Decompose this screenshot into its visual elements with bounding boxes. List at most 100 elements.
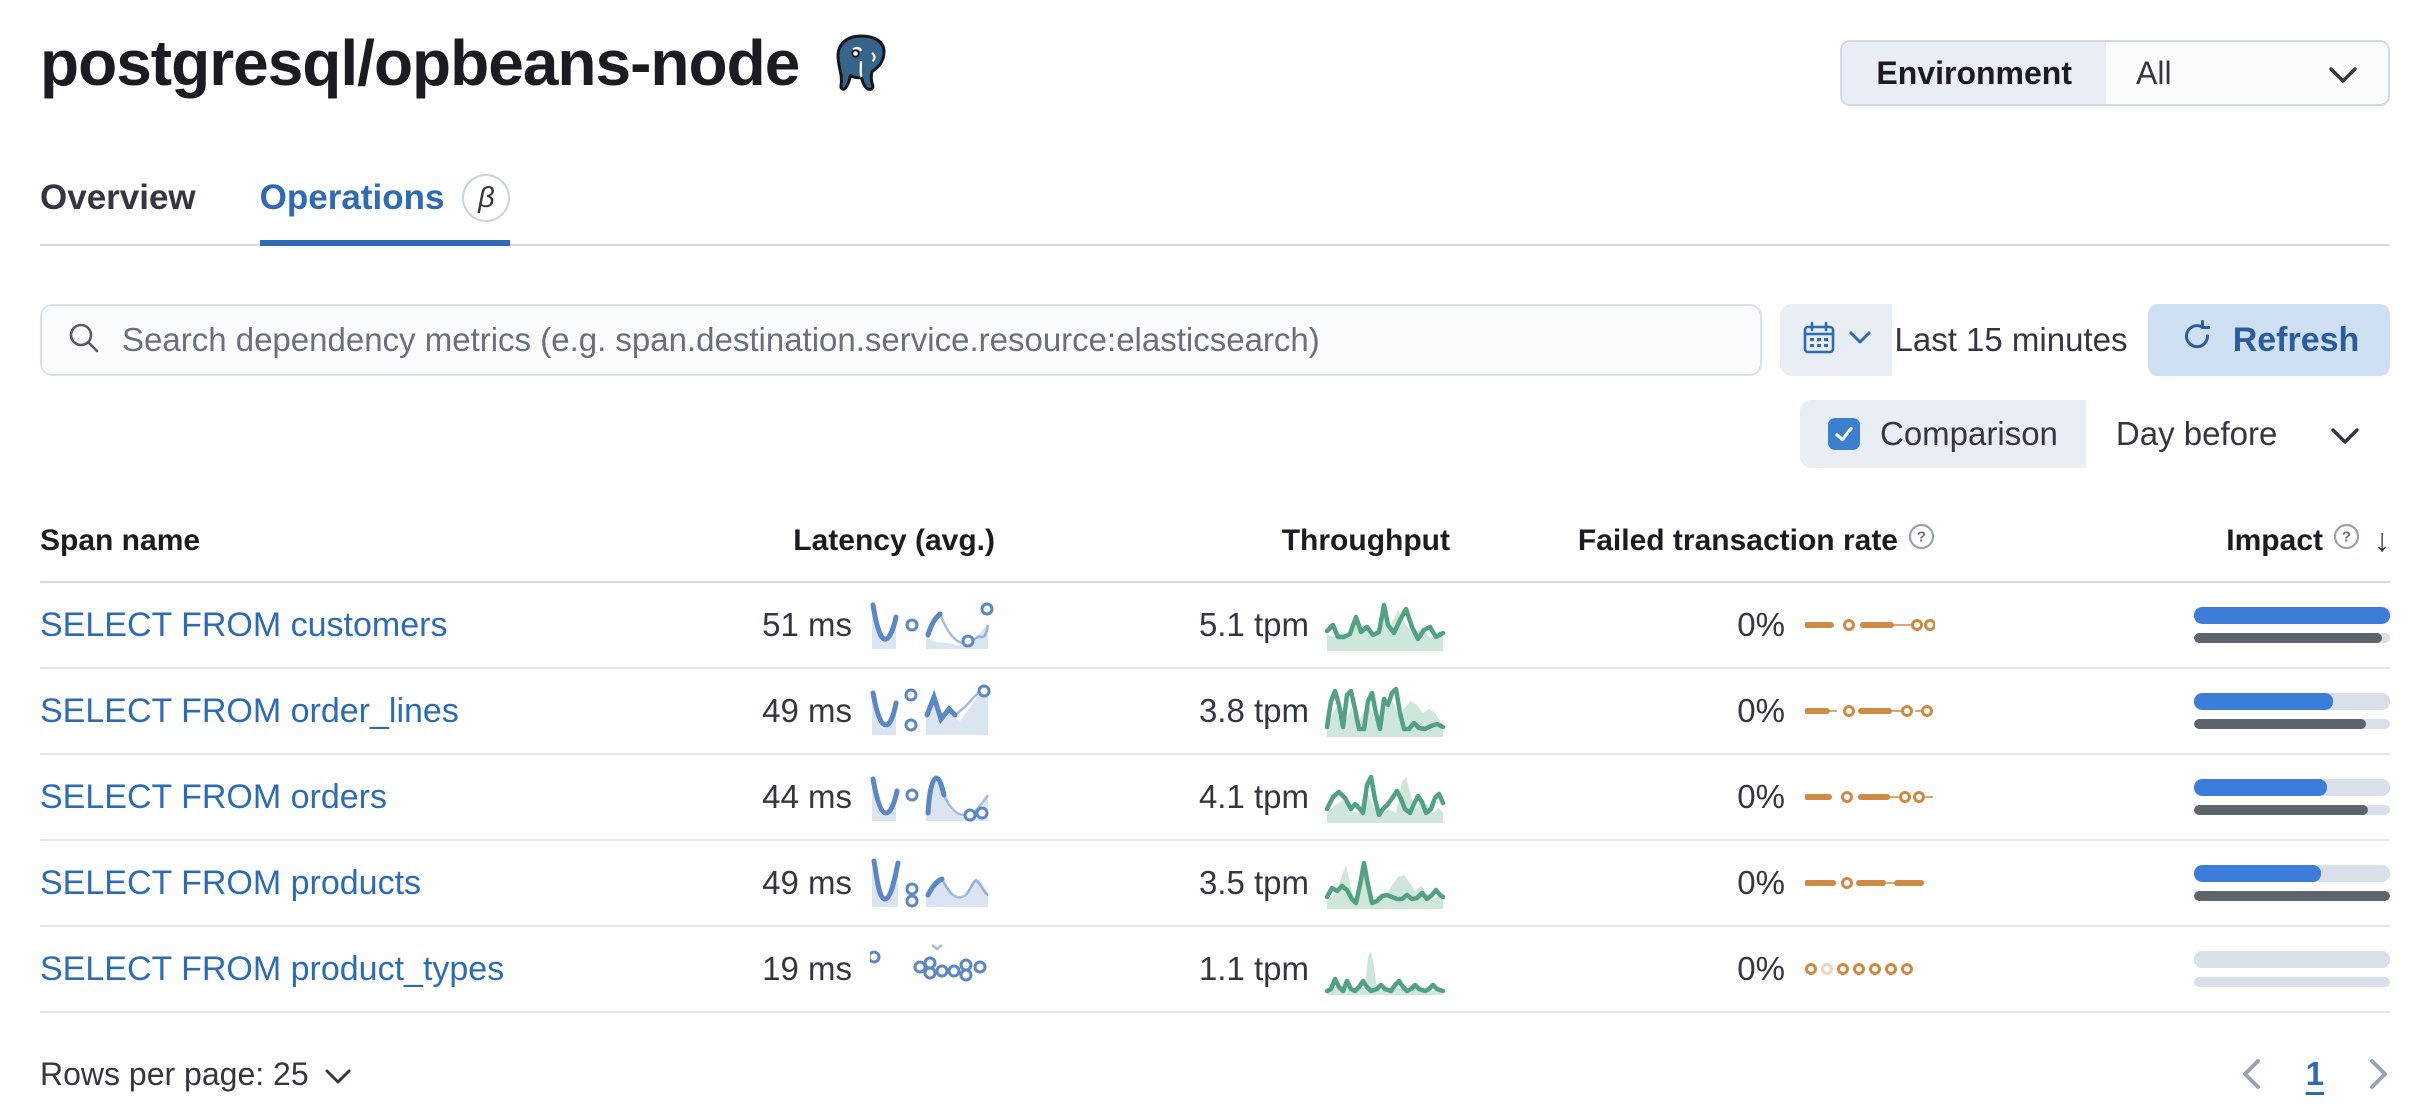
postgresql-icon — [829, 31, 893, 95]
tab-operations-label: Operations — [259, 178, 445, 217]
rows-per-page-button[interactable]: Rows per page: 25 — [40, 1056, 351, 1093]
throughput-value: 3.5 tpm — [1198, 864, 1309, 901]
tab-operations[interactable]: Operations β — [259, 174, 511, 246]
sort-desc-icon: ↓ — [2374, 522, 2390, 558]
latency-value: 49 ms — [762, 692, 852, 729]
chevron-down-icon — [325, 1056, 351, 1093]
latency-sparkline — [871, 858, 989, 908]
failed-rate-sparkline — [1805, 963, 1913, 975]
chevron-down-icon — [2330, 415, 2360, 453]
svg-text:?: ? — [1917, 529, 1926, 546]
failed-rate-sparkline — [1805, 791, 1933, 803]
failed-rate-sparkline — [1805, 877, 1924, 889]
failed-rate-value: 0% — [1737, 606, 1785, 643]
time-picker-calendar-button[interactable] — [1780, 304, 1892, 376]
calendar-icon — [1801, 320, 1837, 361]
environment-select[interactable]: Environment All — [1840, 40, 2390, 106]
svg-text:?: ? — [2342, 529, 2351, 546]
refresh-label: Refresh — [2232, 320, 2360, 359]
environment-value: All — [2136, 54, 2172, 91]
column-header-impact[interactable]: Impact ? ↓ — [2226, 522, 2390, 558]
impact-bar-current — [2194, 779, 2328, 796]
time-picker[interactable]: Last 15 minutes — [1780, 304, 2130, 376]
comparison-label: Comparison — [1880, 415, 2058, 452]
throughput-sparkline — [1325, 951, 1446, 995]
comparison-toggle[interactable]: Comparison — [1800, 400, 2086, 468]
span-name-link[interactable]: SELECT FROM customers — [40, 605, 448, 644]
column-header-failed-rate[interactable]: Failed transaction rate ? — [1450, 523, 1935, 558]
impact-bar-current — [2194, 865, 2322, 882]
environment-label: Environment — [1842, 42, 2106, 104]
failed-rate-sparkline — [1805, 619, 1935, 631]
table-row: SELECT FROM order_lines 49 ms 3.8 tpm 0% — [40, 669, 2390, 755]
page-title: postgresql/opbeans-node — [40, 27, 800, 99]
latency-value: 51 ms — [762, 606, 852, 643]
chevron-right-icon[interactable] — [2368, 1058, 2390, 1090]
chevron-down-icon — [2328, 55, 2358, 92]
table-body: SELECT FROM customers 51 ms 5.1 tpm 0% SELEC… — [40, 583, 2390, 1013]
throughput-value: 5.1 tpm — [1198, 606, 1309, 643]
failed-rate-value: 0% — [1737, 950, 1785, 987]
throughput-value: 1.1 tpm — [1198, 950, 1309, 987]
tab-bar: Overview Operations β — [40, 174, 2390, 246]
column-header-throughput[interactable]: Throughput — [1281, 523, 1450, 557]
search-icon — [66, 320, 102, 361]
latency-value: 44 ms — [762, 778, 852, 815]
refresh-icon — [2179, 318, 2215, 363]
rows-per-page-label: Rows per page: 25 — [40, 1055, 309, 1092]
operations-table: Span name Latency (avg.) Throughput Fail… — [40, 522, 2390, 1013]
span-name-link[interactable]: SELECT FROM orders — [40, 777, 388, 816]
impact-bar-previous — [2194, 891, 2390, 901]
search-input[interactable] — [122, 321, 1736, 359]
column-header-latency[interactable]: Latency (avg.) — [793, 523, 995, 557]
failed-rate-sparkline — [1805, 705, 1933, 717]
tab-overview-label: Overview — [40, 178, 196, 217]
refresh-button[interactable]: Refresh — [2148, 304, 2390, 376]
latency-value: 19 ms — [762, 950, 852, 987]
latency-value: 49 ms — [762, 864, 852, 901]
comparison-control: Comparison Day before — [1800, 400, 2390, 468]
latency-sparkline — [870, 602, 994, 649]
table-row: SELECT FROM product_types 19 ms 1.1 tpm 0% — [40, 927, 2390, 1013]
impact-bars — [2194, 693, 2390, 729]
table-footer: Rows per page: 25 1 — [40, 1055, 2390, 1093]
search-box — [40, 304, 1762, 376]
comparison-select[interactable]: Day before — [2085, 400, 2390, 468]
chevron-left-icon[interactable] — [2240, 1058, 2262, 1090]
impact-bar-previous — [2194, 805, 2369, 815]
latency-sparkline — [870, 684, 991, 735]
span-name-link[interactable]: SELECT FROM order_lines — [40, 691, 459, 730]
impact-bar-current — [2194, 693, 2334, 710]
tab-overview[interactable]: Overview — [40, 174, 196, 244]
time-range-value[interactable]: Last 15 minutes — [1892, 304, 2130, 376]
throughput-sparkline — [1325, 686, 1446, 737]
page-number[interactable]: 1 — [2305, 1055, 2324, 1092]
failed-rate-value: 0% — [1737, 778, 1785, 815]
throughput-value: 4.1 tpm — [1198, 778, 1309, 815]
impact-bars — [2194, 607, 2390, 643]
beta-badge: β — [462, 174, 511, 222]
table-row: SELECT FROM customers 51 ms 5.1 tpm 0% — [40, 583, 2390, 669]
span-name-link[interactable]: SELECT FROM products — [40, 863, 422, 902]
help-icon: ? — [2333, 523, 2360, 558]
comparison-value: Day before — [2115, 415, 2278, 452]
page-header: postgresql/opbeans-node — [40, 0, 2390, 100]
latency-sparkline — [870, 944, 987, 982]
span-name-link[interactable]: SELECT FROM product_types — [40, 949, 505, 988]
failed-rate-value: 0% — [1737, 692, 1785, 729]
chevron-down-icon — [1849, 331, 1871, 350]
table-header: Span name Latency (avg.) Throughput Fail… — [40, 522, 2390, 583]
controls-row: Last 15 minutes Refresh — [40, 304, 2390, 376]
impact-bar-current — [2194, 607, 2390, 624]
throughput-sparkline — [1325, 860, 1446, 909]
throughput-sparkline — [1325, 774, 1446, 823]
table-row: SELECT FROM orders 44 ms 4.1 tpm 0% — [40, 755, 2390, 841]
impact-bars — [2194, 865, 2390, 901]
failed-rate-value: 0% — [1737, 864, 1785, 901]
comparison-checkbox[interactable] — [1828, 418, 1860, 450]
help-icon: ? — [1908, 523, 1935, 558]
column-header-span-name[interactable]: Span name — [40, 523, 201, 557]
pagination: 1 — [2240, 1055, 2390, 1093]
throughput-sparkline — [1325, 602, 1446, 651]
